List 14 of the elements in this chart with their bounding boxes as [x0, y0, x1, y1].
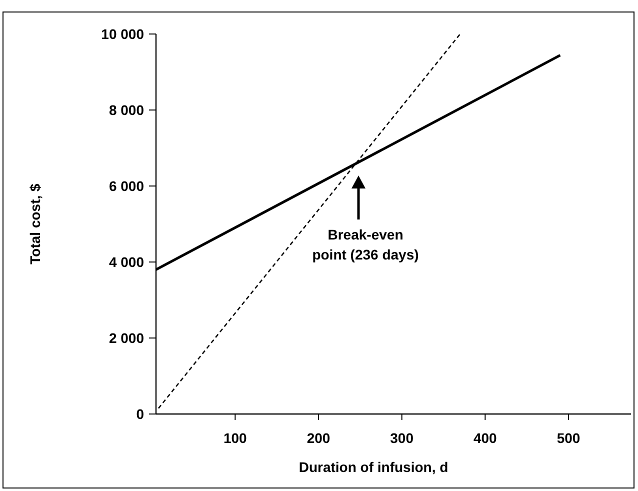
x-tick-label: 200	[306, 430, 330, 446]
y-tick-label: 8 000	[108, 102, 144, 118]
x-tick-label: 300	[390, 430, 414, 446]
y-axis-title: Total cost, $	[27, 183, 43, 264]
x-tick-label: 100	[223, 430, 248, 446]
x-tick-label: 400	[473, 430, 498, 446]
y-tick-label: 2 000	[108, 330, 144, 346]
y-tick-label: 0	[136, 406, 144, 422]
annotation: Break-even point (236 days)	[312, 226, 419, 262]
y-tick-label: 6 000	[108, 178, 144, 194]
x-axis-title: Duration of infusion, d	[298, 459, 448, 475]
y-tick-label: 4 000	[108, 254, 144, 270]
y-tick-label: 10 000	[101, 26, 144, 42]
x-tick-label: 500	[556, 430, 580, 446]
